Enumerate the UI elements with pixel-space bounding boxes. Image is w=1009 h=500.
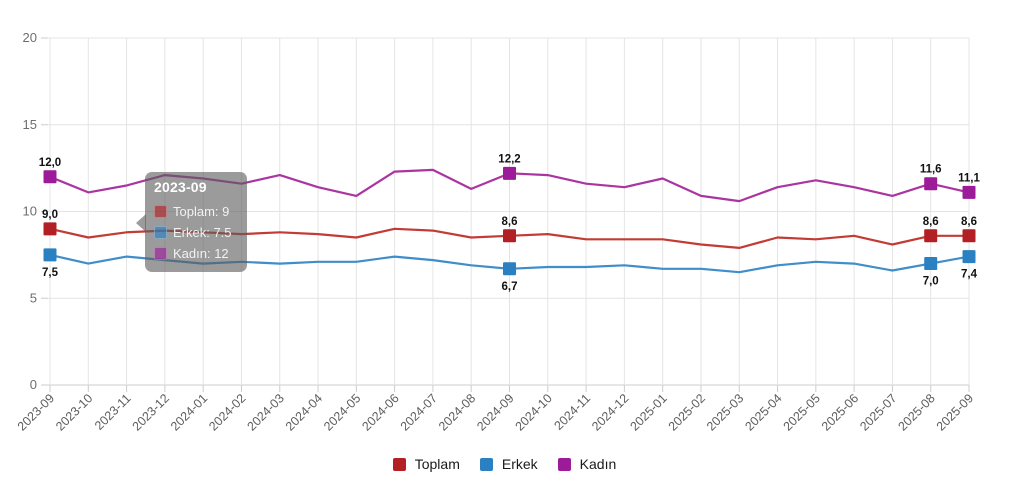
toplam-marker[interactable] [962,229,976,243]
kadn-marker[interactable] [503,166,516,180]
kadn-data-label: 11,1 [958,172,980,184]
toplam-marker[interactable] [924,229,938,243]
y-tick-label: 0 [30,377,37,392]
legend-label: Kadın [579,456,617,472]
toplam-legend-swatch-icon [392,457,406,471]
toplam-data-label: 8,6 [502,216,518,228]
y-tick-label: 10 [23,204,37,219]
toplam-data-label: 9,0 [42,209,58,221]
erkek-data-label: 7,5 [42,267,59,279]
y-tick-label: 20 [23,30,37,45]
y-tick-label: 15 [23,117,37,132]
erkek-data-label: 7,4 [961,269,978,281]
toplam-data-label: 8,6 [961,216,977,228]
kadn-data-label: 12,2 [498,153,520,165]
kadn-marker[interactable] [962,185,976,199]
toplam-data-label: 8,6 [923,216,939,228]
erkek-marker[interactable] [924,257,938,271]
erkek-data-label: 6,7 [502,281,518,293]
legend-item-kadin[interactable]: Kadın [557,456,617,472]
chart-legend: Toplam Erkek Kadın [0,456,1009,472]
legend-item-erkek[interactable]: Erkek [479,456,538,472]
legend-label: Toplam [414,456,460,472]
erkek-marker[interactable] [962,250,976,264]
kadn-data-label: 11,6 [920,164,942,176]
toplam-marker[interactable] [503,229,516,243]
kadn-marker[interactable] [43,170,57,184]
erkek-marker[interactable] [43,248,57,262]
erkek-data-label: 7,0 [923,276,939,288]
erkek-legend-swatch-icon [479,457,493,471]
y-tick-label: 5 [30,290,37,305]
legend-label: Erkek [501,456,538,472]
legend-item-toplam[interactable]: Toplam [392,456,460,472]
toplam-marker[interactable] [43,222,57,236]
erkek-marker[interactable] [503,262,516,276]
kadn-data-label: 12,0 [39,157,61,169]
kadn-marker[interactable] [924,177,938,191]
kadin-legend-swatch-icon [557,457,571,471]
